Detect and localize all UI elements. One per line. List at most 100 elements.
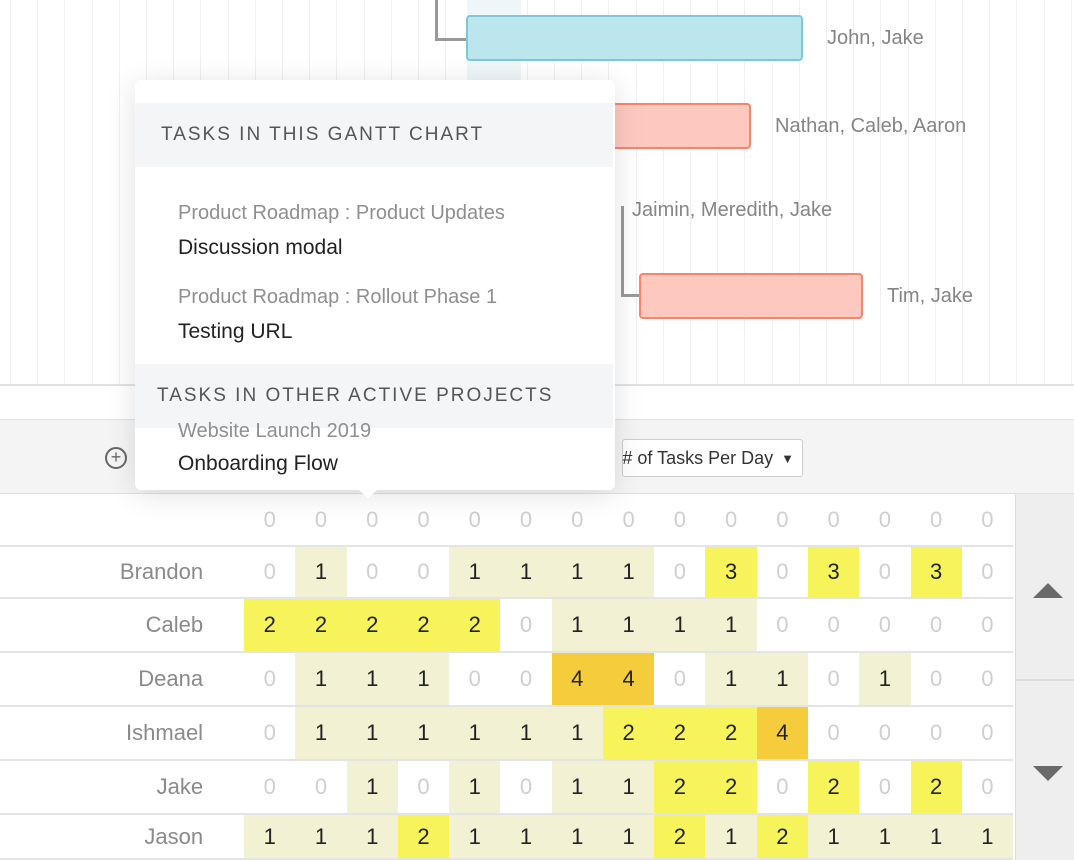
workload-cell[interactable]: 2 (449, 599, 501, 651)
workload-cell[interactable]: 0 (622, 506, 635, 532)
workload-cell[interactable]: 0 (930, 506, 943, 532)
workload-cell[interactable]: 1 (551, 599, 603, 651)
workload-cell[interactable]: 2 (397, 599, 450, 651)
workload-cell[interactable]: 1 (910, 815, 962, 858)
workload-cell[interactable]: 2 (910, 761, 962, 813)
workload-cell[interactable]: 0 (314, 506, 328, 532)
workload-cell[interactable]: 0 (519, 666, 533, 691)
workload-cell[interactable]: 1 (397, 653, 450, 705)
gantt-bar[interactable] (639, 273, 863, 319)
workload-cell[interactable]: 0 (776, 559, 789, 584)
scroll-down-icon[interactable] (1033, 766, 1063, 781)
workload-cell[interactable]: 4 (756, 707, 808, 759)
workload-cell[interactable]: 4 (602, 653, 655, 705)
workload-cell[interactable]: 0 (878, 720, 892, 745)
workload-cell[interactable]: 0 (878, 559, 892, 584)
workload-cell[interactable]: 2 (808, 761, 860, 813)
workload-cell[interactable]: 1 (500, 707, 552, 759)
workload-cell[interactable]: 1 (295, 707, 347, 759)
workload-cell[interactable]: 2 (705, 761, 757, 813)
workload-cell[interactable]: 1 (397, 707, 450, 759)
workload-cell[interactable]: 0 (827, 666, 840, 691)
workload-cell[interactable]: 2 (295, 599, 347, 651)
workload-cell[interactable]: 1 (500, 547, 552, 597)
workload-cell[interactable]: 1 (654, 599, 706, 651)
workload-cell[interactable]: 0 (417, 774, 430, 799)
workload-cell[interactable]: 0 (930, 720, 943, 745)
workload-cell[interactable]: 1 (705, 599, 757, 651)
workload-cell[interactable]: 0 (981, 612, 994, 637)
workload-cell[interactable]: 1 (449, 815, 501, 858)
workload-cell[interactable]: 1 (295, 547, 347, 597)
workload-cell[interactable]: 2 (397, 815, 450, 858)
scroll-up-icon[interactable] (1033, 583, 1063, 598)
workload-cell[interactable]: 0 (930, 666, 943, 691)
workload-cell[interactable]: 2 (654, 707, 706, 759)
workload-cell[interactable]: 0 (878, 774, 892, 799)
workload-cell[interactable]: 0 (519, 774, 533, 799)
workload-cell[interactable]: 0 (468, 506, 481, 532)
workload-cell[interactable]: 1 (295, 815, 347, 858)
workload-cell[interactable]: 0 (263, 506, 276, 532)
workload-cell[interactable]: 1 (551, 761, 603, 813)
workload-cell[interactable]: 1 (244, 815, 296, 858)
workload-cell[interactable]: 0 (366, 506, 379, 532)
workload-cell[interactable]: 0 (724, 506, 738, 532)
task-link[interactable]: Discussion modal (178, 236, 343, 259)
workload-cell[interactable]: 0 (827, 720, 840, 745)
workload-cell[interactable]: 3 (808, 547, 860, 597)
workload-cell[interactable]: 1 (602, 547, 655, 597)
workload-cell[interactable]: 1 (346, 815, 398, 858)
workload-cell[interactable]: 1 (705, 653, 757, 705)
workload-cell[interactable]: 1 (859, 653, 911, 705)
workload-cell[interactable]: 0 (263, 559, 276, 584)
workload-cell[interactable]: 1 (602, 761, 655, 813)
workload-cell[interactable]: 1 (449, 547, 501, 597)
workload-cell[interactable]: 1 (295, 653, 347, 705)
workload-cell[interactable]: 2 (654, 761, 706, 813)
workload-cell[interactable]: 2 (244, 599, 296, 651)
task-link[interactable]: Onboarding Flow (178, 452, 338, 475)
workload-cell[interactable]: 0 (263, 666, 276, 691)
workload-cell[interactable]: 0 (878, 506, 892, 532)
workload-cell[interactable]: 1 (449, 761, 501, 813)
workload-cell[interactable]: 0 (468, 666, 481, 691)
workload-cell[interactable]: 0 (314, 774, 328, 799)
workload-cell[interactable]: 1 (705, 815, 757, 858)
workload-cell[interactable]: 0 (930, 612, 943, 637)
workload-cell[interactable]: 1 (500, 815, 552, 858)
gantt-bar[interactable] (466, 15, 803, 61)
workload-cell[interactable]: 1 (756, 653, 808, 705)
workload-cell[interactable]: 0 (776, 612, 789, 637)
workload-cell[interactable]: 1 (551, 815, 603, 858)
plus-circle-icon[interactable]: + (105, 447, 127, 469)
workload-cell[interactable]: 0 (263, 720, 276, 745)
workload-cell[interactable]: 0 (519, 612, 533, 637)
workload-cell[interactable]: 2 (756, 815, 808, 858)
workload-cell[interactable]: 2 (602, 707, 655, 759)
workload-cell[interactable]: 0 (673, 559, 686, 584)
workload-cell[interactable]: 0 (417, 559, 430, 584)
workload-cell[interactable]: 1 (551, 707, 603, 759)
workload-cell[interactable]: 1 (346, 653, 398, 705)
workload-cell[interactable]: 1 (449, 707, 501, 759)
workload-cell[interactable]: 1 (808, 815, 860, 858)
workload-cell[interactable]: 0 (366, 559, 379, 584)
workload-cell[interactable]: 0 (981, 774, 994, 799)
workload-cell[interactable]: 0 (673, 666, 686, 691)
workload-cell[interactable]: 2 (705, 707, 757, 759)
workload-cell[interactable]: 3 (910, 547, 962, 597)
workload-cell[interactable]: 4 (551, 653, 603, 705)
workload-cell[interactable]: 0 (878, 612, 892, 637)
workload-cell[interactable]: 0 (263, 774, 276, 799)
workload-cell[interactable]: 1 (602, 815, 655, 858)
workload-cell[interactable]: 0 (571, 506, 584, 532)
scrollbar[interactable] (1015, 494, 1074, 860)
workload-cell[interactable]: 1 (346, 761, 398, 813)
workload-cell[interactable]: 0 (981, 506, 994, 532)
workload-cell[interactable]: 0 (981, 559, 994, 584)
workload-cell[interactable]: 1 (961, 815, 1014, 858)
workload-cell[interactable]: 1 (859, 815, 911, 858)
task-link[interactable]: Testing URL (178, 320, 293, 343)
workload-cell[interactable]: 0 (827, 506, 840, 532)
